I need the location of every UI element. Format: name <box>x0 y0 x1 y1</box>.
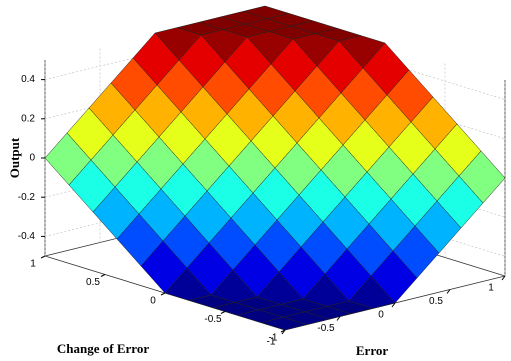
tick-mark <box>336 316 341 321</box>
z-axis-label: Output <box>7 137 22 178</box>
x-tick-label: 0.5 <box>429 296 443 307</box>
x-tick-label: 1 <box>488 283 494 294</box>
y-tick-label: 0 <box>150 296 156 307</box>
y-axis-label: Change of Error <box>57 341 149 356</box>
y-tick-label: -0.5 <box>204 314 222 325</box>
tick-mark <box>446 289 451 294</box>
x-axis-label: Error <box>356 343 388 358</box>
surface-patch <box>260 316 308 331</box>
x-tick-label: 0 <box>378 310 384 321</box>
surface <box>44 5 506 331</box>
tick-mark <box>100 274 106 277</box>
y-tick-label: 1 <box>30 259 36 270</box>
tick-mark <box>280 329 286 333</box>
z-tick-label: 0.2 <box>21 113 35 124</box>
z-tick-label: 0.4 <box>21 74 35 85</box>
y-tick-label: -1 <box>269 333 278 344</box>
tick-mark <box>220 311 226 314</box>
x-tick-label: -1 <box>267 337 276 348</box>
x-tick-label: -0.5 <box>317 323 335 334</box>
tick-mark <box>160 292 166 296</box>
z-tick-label: 0 <box>29 153 35 164</box>
tick-mark <box>40 255 46 259</box>
tick-mark <box>501 275 506 281</box>
ticks: -0.4 -0.2 0 0.2 0.4 -1 -0.5 0 0.5 1 -1 -0.5 0 0.5 1 <box>18 74 506 348</box>
tick-mark <box>391 302 396 308</box>
y-tick-label: 0.5 <box>86 277 100 288</box>
z-tick-label: -0.4 <box>18 231 36 242</box>
z-tick-label: -0.2 <box>18 192 36 203</box>
